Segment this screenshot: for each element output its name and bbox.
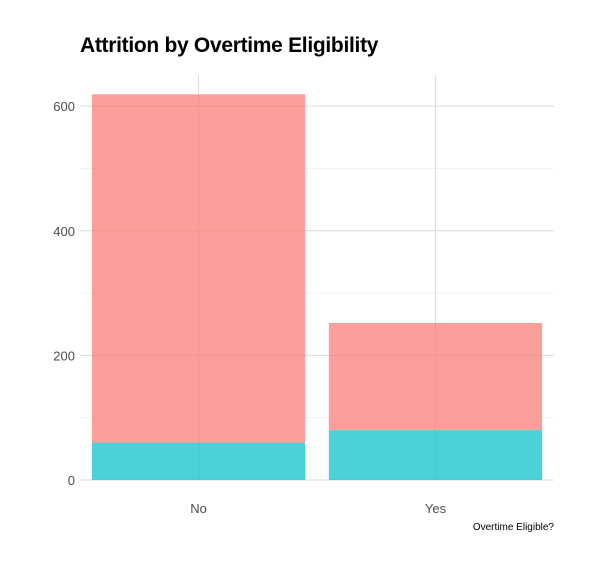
x-tick-label: No	[190, 501, 207, 516]
bar-yes-segment-1	[328, 430, 543, 480]
y-tick-label: 400	[53, 224, 75, 239]
y-tick-label: 200	[53, 348, 75, 363]
axis-layer: 0 200 400 600 No Yes	[53, 99, 446, 516]
x-tick-label: Yes	[425, 501, 447, 516]
bar-layer	[91, 94, 543, 480]
x-axis-title: Overtime Eligible?	[473, 522, 555, 533]
bar-yes-segment-2	[328, 322, 543, 431]
bar-no-segment-2	[91, 94, 306, 443]
y-tick-label: 0	[68, 473, 75, 488]
y-tick-label: 600	[53, 99, 75, 114]
bar-no-segment-1	[91, 442, 306, 480]
chart-title: Attrition by Overtime Eligibility	[80, 34, 379, 57]
